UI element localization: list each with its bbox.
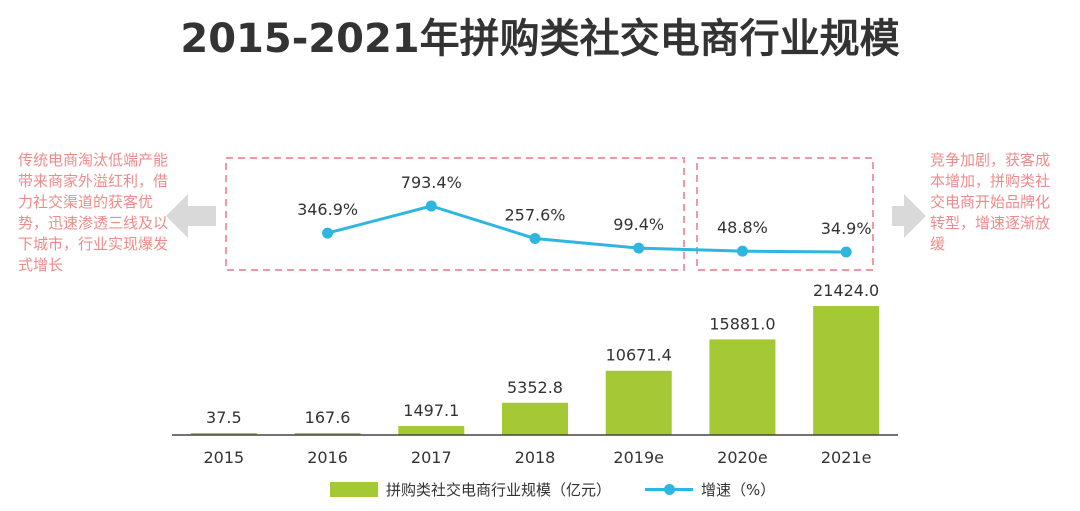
growth-label-2017: 793.4% — [401, 173, 462, 192]
x-tick-label-2015: 2015 — [203, 448, 244, 467]
bar-2016 — [294, 433, 361, 435]
bar-value-label-2019e: 10671.4 — [606, 346, 672, 365]
x-axis: 2015 2016 2017 2018 2019e 2020e 2021e — [172, 434, 898, 467]
right-annotation: 竞争加剧，获客成本增加，拼购类社交电商开始品牌化转型，增速逐渐放缓 — [930, 151, 1051, 253]
legend-bar-swatch — [330, 481, 378, 497]
legend-item-scale: 拼购类社交电商行业规模（亿元） — [330, 479, 611, 500]
growth-point-2017 — [425, 200, 437, 212]
chart-title: 2015-2021年拼购类社交电商行业规模 — [180, 16, 900, 62]
growth-point-2020e — [736, 245, 748, 257]
growth-point-2018 — [529, 232, 541, 244]
bar-2021e — [813, 306, 880, 435]
x-tick-label-2018: 2018 — [515, 448, 556, 467]
x-tick-label-2020e: 2020e — [717, 448, 768, 467]
growth-label-2016: 346.9% — [297, 200, 358, 219]
x-tick-label-2017: 2017 — [411, 448, 452, 467]
chart-decorations — [166, 157, 926, 271]
growth-point-2016 — [322, 227, 334, 239]
bar-value-label-2021e: 21424.0 — [813, 281, 879, 300]
bar-value-label-2018: 5352.8 — [507, 378, 563, 397]
arrow-left-icon — [166, 194, 216, 238]
legend: 拼购类社交电商行业规模（亿元） 增速（%） — [330, 476, 809, 502]
x-tick-label-2019e: 2019e — [613, 448, 664, 467]
bar-2019e — [605, 370, 672, 435]
growth-label-2019e: 99.4% — [613, 215, 664, 234]
legend-label-scale: 拼购类社交电商行业规模（亿元） — [386, 480, 612, 499]
growth-line-series: 346.9% 793.4% 257.6% 99.4% 48.8% 34.9% — [297, 173, 872, 258]
dashed-box-slowdown-phase — [696, 157, 874, 271]
bar-value-label-2017: 1497.1 — [403, 401, 459, 420]
growth-label-2020e: 48.8% — [717, 218, 768, 237]
bar-2017 — [398, 425, 465, 435]
legend-label-growth: 增速（%） — [701, 480, 776, 499]
bar-value-label-2015: 37.5 — [206, 408, 242, 427]
growth-line — [327, 204, 847, 254]
growth-label-2018: 257.6% — [504, 205, 565, 224]
legend-item-growth: 增速（%） — [645, 479, 775, 500]
arrow-right-icon — [892, 194, 926, 238]
legend-line-swatch — [645, 482, 694, 497]
bar-value-label-2016: 167.6 — [305, 408, 351, 427]
bar-series: 37.5 167.6 1497.1 5352.8 10671.4 15881.0 21424… — [190, 281, 880, 435]
bar-2015 — [190, 433, 257, 435]
left-annotation: 传统电商淘汰低端产能带来商家外溢红利，借力社交渠道的获客优势，迅速渗透三线及以下… — [18, 151, 169, 274]
dashed-box-growth-phase — [225, 157, 685, 271]
bar-2018 — [502, 402, 568, 435]
growth-label-2021e: 34.9% — [821, 219, 872, 238]
growth-point-2019e — [633, 242, 645, 254]
x-tick-label-2021e: 2021e — [821, 448, 872, 467]
bar-value-label-2020e: 15881.0 — [709, 314, 775, 333]
x-tick-label-2016: 2016 — [307, 448, 348, 467]
growth-point-2021e — [840, 246, 852, 258]
bar-2020e — [709, 339, 776, 435]
